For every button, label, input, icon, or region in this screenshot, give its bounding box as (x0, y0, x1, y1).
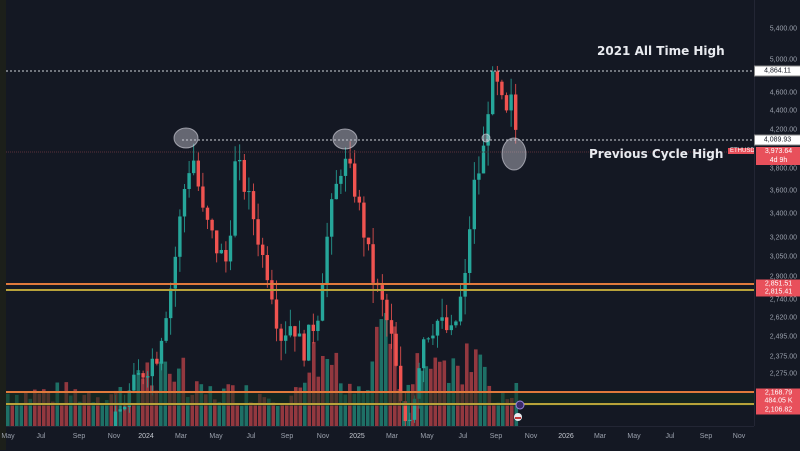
time-tick: May (627, 433, 641, 440)
time-tick: Jul (36, 433, 46, 440)
time-tick: Nov (732, 433, 746, 440)
time-tick: Mar (385, 433, 399, 440)
time-tick: 2026 (558, 433, 574, 440)
time-tick: Nov (524, 433, 538, 440)
price-label: 3,973.64 4d 9h (756, 147, 800, 165)
time-tick: Jul (665, 433, 675, 440)
price-label: 2,851.51 (756, 279, 800, 289)
price-label: 2,815.41 (756, 287, 800, 297)
time-tick: 2025 (349, 433, 365, 440)
time-tick: Sep (489, 433, 503, 440)
annotation-previous-cycle-high: Previous Cycle High (589, 147, 724, 161)
time-tick: Sep (280, 433, 294, 440)
time-tick: Mar (174, 433, 188, 440)
price-tick: 2,900.00 (769, 273, 797, 281)
time-tick: May (1, 433, 15, 440)
price-label: 4,864.11 (754, 65, 800, 77)
price-tick: 2,275.00 (769, 370, 797, 378)
time-axis[interactable]: May Jul Sep Nov 2024 Mar May Jul Sep Nov 2025 Mar Ma… (1, 426, 754, 451)
time-tick: Nov (107, 433, 121, 440)
price-label: 484.05 K (756, 396, 800, 406)
time-tick: Sep (699, 433, 713, 440)
time-tick: Sep (72, 433, 86, 440)
time-tick: Nov (316, 433, 330, 440)
price-tick: 2,620.00 (769, 314, 797, 322)
price-tick: 4,200.00 (769, 126, 797, 134)
symbol-tag: ETHUSD (728, 148, 757, 154)
price-tick: 4,400.00 (769, 107, 797, 115)
price-tick: 2,375.00 (769, 353, 797, 361)
price-tick: 4,600.00 (769, 89, 797, 97)
price-tick: 2,495.00 (769, 333, 797, 341)
annotation-ath: 2021 All Time High (597, 44, 725, 58)
price-label: 2,106.82 (756, 405, 800, 415)
time-tick: 2024 (138, 433, 154, 440)
price-tick: 5,400.00 (769, 25, 797, 33)
price-tick: 2,740.00 (769, 296, 797, 304)
price-tick: 3,600.00 (769, 187, 797, 195)
time-tick: Jul (458, 433, 468, 440)
price-tick: 3,400.00 (769, 210, 797, 218)
price-tick: 5,000.00 (769, 56, 797, 64)
price-label: 4,089.93 (754, 134, 800, 146)
time-tick: Mar (593, 433, 607, 440)
price-label: 2,168.79 (756, 388, 800, 398)
price-plot-area[interactable]: 2021 All Time High Previous Cycle High E… (6, 0, 757, 426)
price-tick: 3,050.00 (769, 253, 797, 261)
price-tick: 3,800.00 (769, 165, 797, 173)
left-edge (0, 0, 6, 450)
time-tick: Jul (246, 433, 256, 440)
price-axis[interactable]: 5,400.00 5,000.00 4,600.00 4,400.00 4,200.00… (754, 0, 800, 426)
time-tick: May (209, 433, 223, 440)
time-tick: May (420, 433, 434, 440)
candlestick-chart (6, 65, 754, 426)
price-tick: 3,200.00 (769, 234, 797, 242)
